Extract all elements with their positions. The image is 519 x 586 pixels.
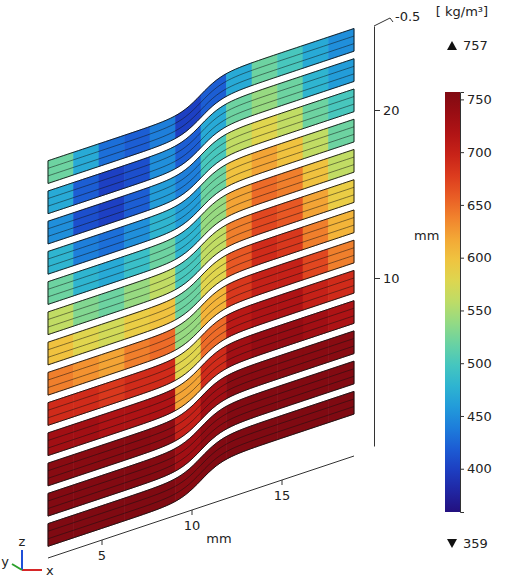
colorbar-tick-label: 650 — [467, 198, 492, 213]
colorbar-tick-label: 400 — [467, 461, 492, 476]
mesh-line — [48, 36, 354, 168]
colorbar-tick-mark — [460, 416, 464, 417]
colorbar-tick-mark — [460, 258, 464, 259]
triad-label: z — [19, 534, 26, 549]
cell — [201, 74, 227, 118]
z-tick-mark — [374, 110, 380, 111]
colorbar-tick-mark — [460, 363, 464, 364]
layer-outline — [48, 29, 354, 184]
x-tick-label: 10 — [184, 518, 201, 533]
mesh-line — [48, 134, 354, 266]
colorbar-tick-mark — [460, 99, 464, 100]
triad-arrow — [12, 564, 22, 570]
mesh-line — [48, 376, 354, 508]
y-tick — [390, 18, 393, 22]
mesh-line — [48, 104, 354, 236]
min-marker — [447, 539, 457, 548]
mesh-line — [48, 316, 354, 448]
axis-line — [374, 27, 375, 447]
mesh-line — [48, 407, 354, 539]
colorbar-tick: 650 — [460, 198, 492, 213]
colorbar-tick-mark — [460, 205, 464, 206]
x-tick — [102, 540, 103, 545]
triad-label: x — [46, 563, 54, 578]
colorbar-tick-label: 600 — [467, 250, 492, 265]
z-tick-label: 20 — [383, 103, 400, 118]
max-marker — [447, 41, 457, 50]
layer-outline — [48, 59, 354, 214]
colorbar-tick-mark — [460, 469, 464, 470]
triad-label: y — [1, 554, 9, 569]
cell — [176, 95, 202, 139]
max-label: 757 — [463, 38, 488, 53]
colorbar-tick-label: 700 — [467, 145, 492, 160]
colorbar-tick-label: 450 — [467, 409, 492, 424]
z-tick-label: 10 — [383, 271, 400, 286]
axis-line — [374, 18, 390, 26]
x-tick — [192, 510, 193, 515]
mesh-line — [48, 74, 354, 206]
colorbar-title: [ kg/m³] — [436, 4, 488, 19]
mesh-line — [48, 66, 354, 198]
z-axis-title: mm — [414, 228, 439, 243]
axis-line — [48, 456, 354, 558]
mesh-line — [48, 165, 354, 297]
colorbar-gradient — [445, 92, 460, 512]
plot-area — [48, 29, 354, 547]
x-tick-label: 5 — [98, 548, 106, 563]
axis-line — [461, 93, 465, 513]
z-tick: 20 — [374, 103, 400, 118]
colorbar-axis: 400 450 500 550 600 650 700 750 — [460, 92, 492, 512]
y-axis: -0.5 — [374, 9, 420, 26]
z-tick: 10 — [374, 271, 400, 286]
x-tick — [282, 480, 283, 485]
y-tick-label: -0.5 — [395, 9, 420, 24]
mesh-line — [48, 346, 354, 478]
mesh-line — [48, 255, 354, 387]
mesh-line — [48, 286, 354, 418]
colorbar-tick-label: 500 — [467, 356, 492, 371]
colorbar-tick: 700 — [460, 145, 492, 160]
colorbar-tick: 500 — [460, 356, 492, 371]
mesh-line — [48, 225, 354, 357]
colorbar-tick: 400 — [460, 461, 492, 476]
mesh-line — [48, 195, 354, 327]
colorbar-tick-mark — [460, 310, 464, 311]
triad-arrow — [22, 569, 42, 571]
colorbar: 400 450 500 550 600 650 700 750 [ kg/m³] 757 359 — [436, 4, 492, 551]
x-axis-title: mm — [206, 531, 231, 546]
colorbar-tick-label: 550 — [467, 303, 492, 318]
colorbar-tick: 550 — [460, 303, 492, 318]
x-axis: 5 10 15 mm — [48, 456, 354, 563]
x-tick-label: 15 — [274, 488, 291, 503]
colorbar-tick: 450 — [460, 409, 492, 424]
colorbar-tick: 750 — [460, 92, 492, 107]
axis-triad: x zy — [1, 534, 54, 578]
triad-arrow — [21, 550, 23, 570]
colorbar-tick-label: 750 — [467, 92, 492, 107]
z-axis: 10 20 — [374, 27, 400, 447]
mesh-line — [48, 44, 354, 176]
colorbar-tick: 600 — [460, 250, 492, 265]
min-label: 359 — [463, 536, 488, 551]
chart: 5 10 15 mm 10 20 mm -0.5 400 450 500 550 600 650 700 75… — [0, 0, 519, 586]
colorbar-tick-mark — [460, 152, 464, 153]
z-tick-mark — [374, 278, 380, 279]
